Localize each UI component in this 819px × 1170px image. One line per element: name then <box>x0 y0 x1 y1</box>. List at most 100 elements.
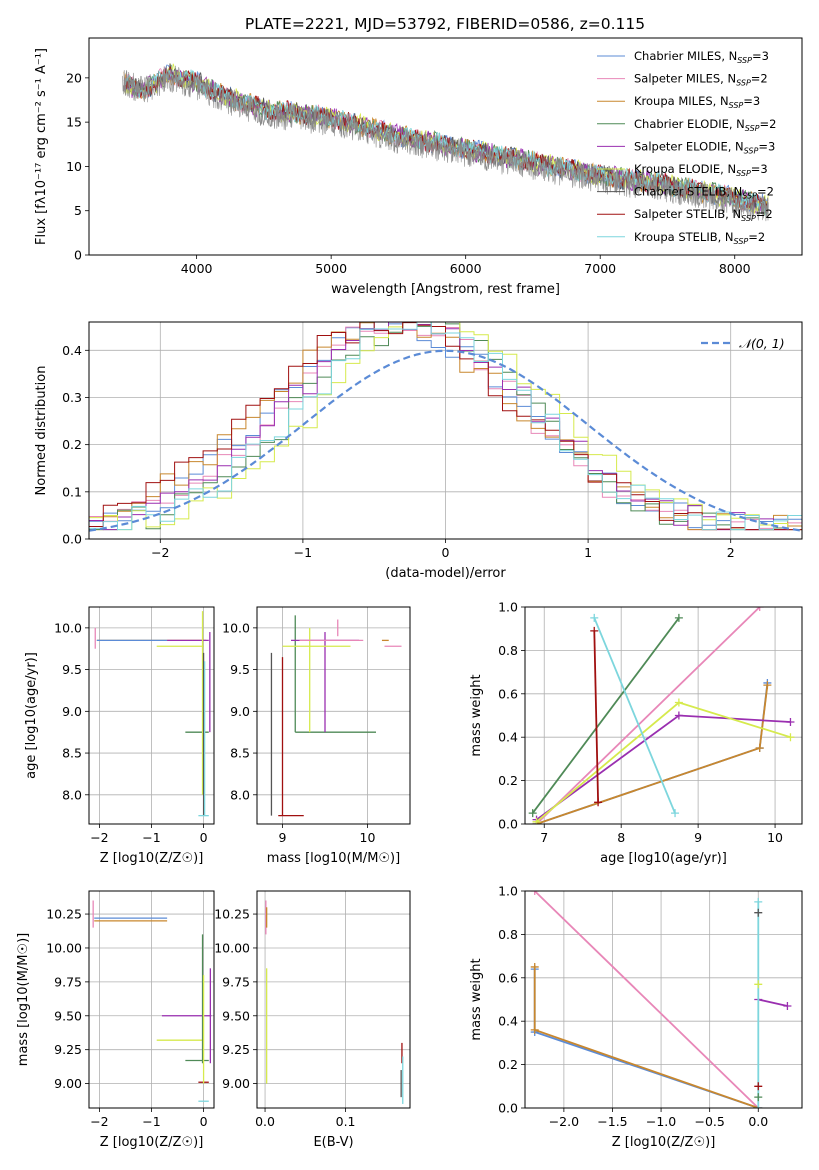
x-axis-label: Z [log10(Z/Z☉)] <box>612 1135 716 1150</box>
y-tick-label: 9.00 <box>54 1076 82 1091</box>
axes-frame <box>256 606 411 825</box>
weight-marker <box>530 962 539 971</box>
plot-area <box>528 607 795 824</box>
axes-frame <box>524 890 803 1109</box>
axes-frame <box>88 37 803 256</box>
x-tick-label: 0 <box>442 545 450 560</box>
panel-residuals: −2 −1 0 1 2 0.0 0.1 0.2 0.3 0.4 (data-model)/error… <box>34 321 803 581</box>
weight-marker <box>674 711 683 720</box>
weight-line <box>531 617 680 814</box>
histogram-step <box>89 322 802 531</box>
y-tick-label: 8.5 <box>230 746 250 761</box>
y-tick-label: 10.0 <box>222 620 250 635</box>
axes-frame <box>88 890 215 1109</box>
weight-marker <box>671 809 680 818</box>
y-tick-label: 0.4 <box>498 730 518 745</box>
y-tick-label: 0.6 <box>498 686 518 701</box>
data-spectrum-line <box>122 65 769 222</box>
y-tick-label: 10.00 <box>214 940 250 955</box>
y-axis-label: mass weight <box>469 958 484 1040</box>
axes-frame <box>524 606 803 825</box>
panel-age-vs-Z: −2 −1 0 8.0 8.5 9.0 9.5 10.0 Z [log10(Z/Z☉)] age … <box>24 606 215 866</box>
legend-label: Chabrier MILES, NSSP=3 <box>634 49 769 65</box>
plot-area <box>270 615 402 817</box>
axes-frame <box>88 606 215 825</box>
panel-age-vs-mass: 9 10 8.0 8.5 9.0 9.5 10.0 mass [log10(M/M☉)] <box>222 606 411 866</box>
y-tick-label: 0.3 <box>62 390 82 405</box>
x-axis-label: Z [log10(Z/Z☉)] <box>100 1135 204 1150</box>
y-axis-label: Normed distribution <box>34 366 49 496</box>
weight-marker <box>755 607 764 611</box>
y-tick-label: 10.25 <box>214 907 250 922</box>
x-tick-label: 0.1 <box>336 1114 356 1129</box>
weight-marker <box>754 980 763 989</box>
y-tick-label: 0.0 <box>498 817 518 832</box>
x-tick-label: 4000 <box>181 261 213 276</box>
y-tick-label: 0.2 <box>62 437 82 452</box>
x-tick-label: 9 <box>279 830 287 845</box>
x-axis-label: wavelength [Angstrom, rest frame] <box>331 282 560 297</box>
y-tick-label: 9.25 <box>54 1042 82 1057</box>
weight-marker <box>590 626 599 635</box>
histogram-step <box>89 322 802 531</box>
x-tick-label: −2 <box>90 830 108 845</box>
weight-marker <box>754 1104 763 1108</box>
weight-marker <box>754 1082 763 1091</box>
histogram-step <box>89 322 802 531</box>
x-tick-label: 0.0 <box>748 1114 768 1129</box>
legend-label: 𝒩(0, 1) <box>739 336 785 351</box>
weight-line <box>536 682 769 824</box>
legend-label: Chabrier ELODIE, NSSP=2 <box>634 117 776 133</box>
x-axis-label: E(B-V) <box>313 1135 353 1150</box>
y-tick-label: 9.75 <box>222 974 250 989</box>
weight-marker <box>755 744 764 753</box>
x-tick-label: 0 <box>200 830 208 845</box>
x-tick-label: 0.0 <box>255 1114 275 1129</box>
weight-marker <box>530 891 539 895</box>
x-tick-label: −2.0 <box>549 1114 579 1129</box>
x-tick-label: −1.0 <box>646 1114 676 1129</box>
legend-label: Kroupa STELIB, NSSP=2 <box>634 230 765 246</box>
y-axis-label: Flux [fλ10⁻¹⁷ erg cm⁻² s⁻¹ A⁻¹] <box>34 48 49 245</box>
x-tick-label: 7000 <box>584 261 616 276</box>
y-tick-label: 9.5 <box>62 662 82 677</box>
y-axis-label: mass [log10(M/M☉)] <box>16 933 31 1066</box>
x-tick-label: 10 <box>767 830 783 845</box>
y-tick-label: 0 <box>74 248 82 263</box>
x-tick-label: 0 <box>200 1114 208 1129</box>
weight-line <box>758 998 788 1007</box>
y-axis-label: age [log10(age/yr)] <box>24 652 39 779</box>
axes-frame <box>88 321 803 540</box>
y-tick-label: 8.0 <box>62 787 82 802</box>
weight-line <box>534 891 759 1108</box>
x-axis-label: age [log10(age/yr)] <box>600 851 727 866</box>
weight-line <box>593 630 599 803</box>
weight-marker <box>754 897 763 906</box>
plot-area <box>122 63 769 222</box>
panel-mass-vs-Z: −2 −1 0 9.00 9.25 9.50 9.75 10.00 10.25 Z [log10(… <box>16 890 215 1150</box>
y-tick-label: 9.00 <box>222 1076 250 1091</box>
plot-area <box>92 900 212 1102</box>
y-tick-label: 9.25 <box>222 1042 250 1057</box>
y-tick-label: 9.5 <box>230 662 250 677</box>
weight-marker <box>528 809 537 818</box>
plot-area <box>265 900 404 1104</box>
axes-frame <box>256 890 411 1109</box>
histogram-step <box>89 322 802 531</box>
y-tick-label: 0.4 <box>62 343 82 358</box>
weight-line <box>535 607 761 824</box>
x-tick-label: −1.5 <box>597 1114 627 1129</box>
x-tick-label: −2 <box>90 1114 108 1129</box>
y-tick-label: 0.8 <box>498 643 518 658</box>
y-tick-label: 8.5 <box>62 746 82 761</box>
y-tick-label: 0.8 <box>498 927 518 942</box>
y-tick-label: 5 <box>74 203 82 218</box>
weight-marker <box>786 718 795 727</box>
weight-line <box>535 714 791 821</box>
y-tick-label: 1.0 <box>498 600 518 615</box>
legend-label: Salpeter MILES, NSSP=2 <box>634 72 768 88</box>
x-tick-label: −1 <box>142 830 160 845</box>
weight-line <box>536 684 769 824</box>
weight-line <box>533 967 759 1108</box>
